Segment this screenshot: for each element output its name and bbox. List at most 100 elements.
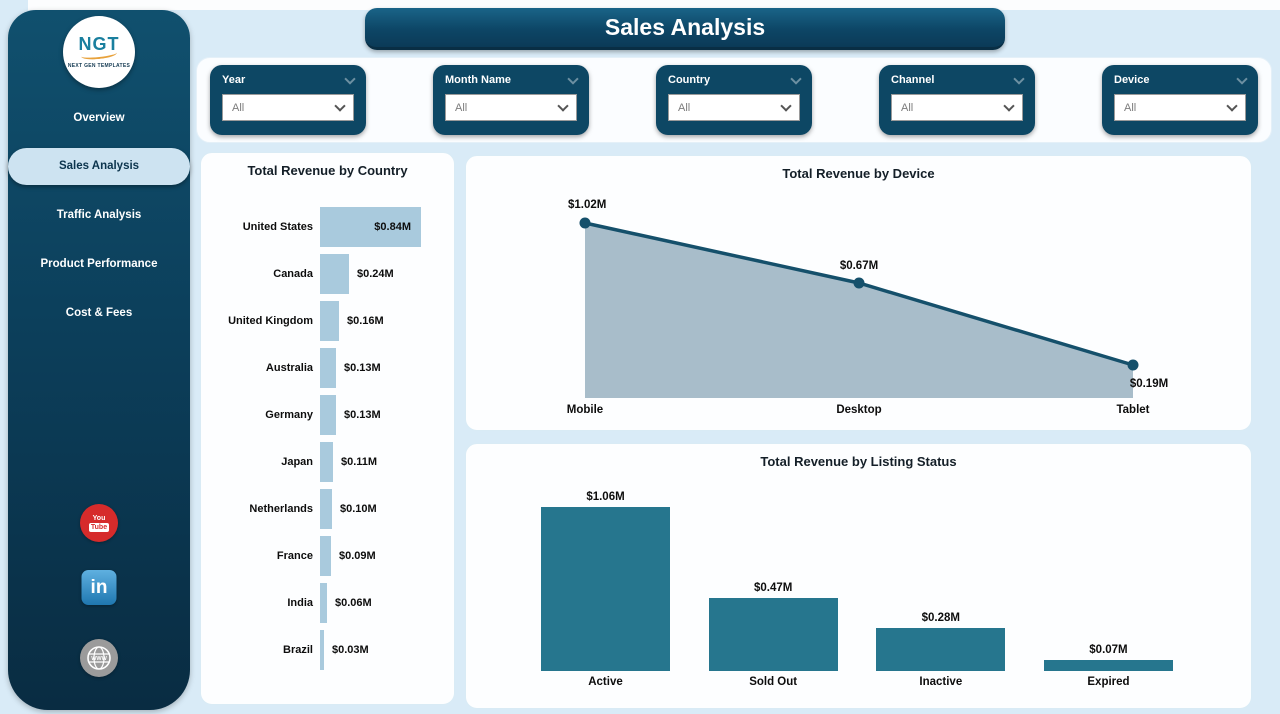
country-row: Australia $0.13M bbox=[209, 344, 448, 391]
filter-value: All bbox=[678, 101, 691, 114]
listing-bar[interactable] bbox=[876, 628, 1006, 671]
country-value-label: $0.84M bbox=[374, 220, 411, 233]
listing-column: $1.06M Active bbox=[541, 444, 670, 693]
country-bar[interactable] bbox=[320, 629, 324, 670]
year-filter-select[interactable]: All bbox=[222, 94, 354, 121]
top-edge-strip bbox=[28, 0, 1280, 10]
filter-year: Year All bbox=[210, 65, 366, 135]
listing-category-label: Inactive bbox=[919, 676, 963, 688]
country-row: Germany $0.13M bbox=[209, 391, 448, 438]
country-value-label: $0.11M bbox=[341, 455, 378, 468]
chart-title: Total Revenue by Device bbox=[782, 166, 935, 181]
youtube-icon-text-tube: Tube bbox=[88, 522, 110, 532]
chevron-down-icon bbox=[334, 99, 346, 112]
country-row: Brazil $0.03M bbox=[209, 626, 448, 673]
country-value-label: $0.16M bbox=[347, 314, 384, 327]
svg-text:WWW: WWW bbox=[91, 656, 107, 662]
listing-column: $0.47M Sold Out bbox=[708, 444, 838, 693]
filter-value: All bbox=[455, 101, 468, 114]
filter-label: Device bbox=[1114, 74, 1150, 86]
device-data-point[interactable] bbox=[1127, 359, 1139, 371]
sidebar-item-overview[interactable]: Overview bbox=[73, 112, 125, 124]
listing-value-label: $0.47M bbox=[753, 582, 793, 594]
country-bar[interactable] bbox=[320, 488, 332, 529]
listing-bar[interactable] bbox=[1043, 660, 1173, 671]
device-value-label: $0.67M bbox=[840, 260, 878, 272]
country-chart-rows: United States $0.84M Canada $0.24M United Ki… bbox=[209, 203, 448, 673]
device-data-point[interactable] bbox=[853, 277, 865, 289]
page-title-bar: Sales Analysis bbox=[365, 8, 1005, 50]
filter-bar: Year All Month Name All Country All Chan… bbox=[196, 57, 1272, 143]
country-row: India $0.06M bbox=[209, 579, 448, 626]
country-bar[interactable] bbox=[320, 394, 336, 435]
device-area-chart[interactable]: $1.02M Mobile $0.67M Desktop $0.19M Tablet bbox=[466, 156, 1253, 430]
sidebar-item-cost-and-fees[interactable]: Cost & Fees bbox=[65, 307, 133, 319]
listing-column: $0.28M Inactive bbox=[876, 444, 1006, 693]
device-data-point[interactable] bbox=[579, 217, 591, 229]
country-value-label: $0.10M bbox=[340, 502, 377, 515]
country-category-label: United Kingdom bbox=[228, 314, 313, 327]
filter-label: Month Name bbox=[445, 74, 511, 86]
listing-chart-columns: $1.06M Active $0.47M Sold Out $0.28M Inactive… bbox=[541, 444, 1173, 693]
country-row: Canada $0.24M bbox=[209, 250, 448, 297]
country-category-label: Australia bbox=[265, 361, 313, 374]
sidebar-item-traffic-analysis[interactable]: Traffic Analysis bbox=[56, 209, 142, 221]
country-row: United Kingdom $0.16M bbox=[209, 297, 448, 344]
filter-value: All bbox=[1124, 101, 1137, 114]
sidebar-item-product-performance[interactable]: Product Performance bbox=[40, 258, 158, 270]
youtube-icon-text-you: You bbox=[92, 514, 106, 522]
chevron-down-icon[interactable] bbox=[1236, 72, 1248, 85]
country-bar[interactable] bbox=[320, 253, 349, 294]
channel-filter-select[interactable]: All bbox=[891, 94, 1023, 121]
listing-value-label: $0.28M bbox=[921, 612, 960, 624]
chevron-down-icon bbox=[1003, 99, 1015, 112]
device-value-label: $1.02M bbox=[568, 199, 606, 211]
filter-device: Device All bbox=[1102, 65, 1258, 135]
filter-label: Channel bbox=[891, 74, 935, 86]
revenue-by-country-chart: Total Revenue by Country United States $0… bbox=[200, 152, 455, 705]
linkedin-icon[interactable]: in bbox=[81, 570, 117, 605]
filter-value: All bbox=[901, 101, 914, 114]
youtube-icon[interactable]: You Tube bbox=[80, 504, 118, 542]
filter-label: Year bbox=[222, 74, 246, 86]
country-bar[interactable] bbox=[320, 441, 333, 482]
listing-value-label: $1.06M bbox=[586, 491, 625, 503]
chevron-down-icon bbox=[780, 99, 792, 112]
filter-label: Country bbox=[668, 74, 711, 86]
listing-category-label: Active bbox=[588, 676, 623, 688]
device-filter-select[interactable]: All bbox=[1114, 94, 1246, 121]
country-row: United States $0.84M bbox=[209, 203, 448, 250]
chevron-down-icon bbox=[557, 99, 569, 112]
ngt-logo: NGT NEXT GEN TEMPLATES bbox=[63, 16, 135, 88]
country-category-label: Brazil bbox=[283, 643, 313, 656]
sidebar-item-sales-analysis[interactable]: Sales Analysis bbox=[8, 148, 190, 185]
country-bar[interactable]: $0.84M bbox=[320, 206, 421, 247]
device-value-label: $0.19M bbox=[1130, 378, 1168, 390]
website-globe-icon[interactable]: WWW bbox=[80, 639, 118, 677]
country-value-label: $0.03M bbox=[332, 643, 369, 656]
listing-bar[interactable] bbox=[708, 598, 838, 671]
device-area-fill[interactable] bbox=[585, 223, 1133, 398]
chevron-down-icon bbox=[1226, 99, 1238, 112]
country-value-label: $0.13M bbox=[344, 361, 381, 374]
country-bar[interactable] bbox=[320, 347, 336, 388]
chevron-down-icon[interactable] bbox=[567, 72, 579, 85]
chevron-down-icon[interactable] bbox=[1013, 72, 1025, 85]
country-row: Japan $0.11M bbox=[209, 438, 448, 485]
country-category-label: Japan bbox=[281, 455, 313, 468]
chevron-down-icon[interactable] bbox=[344, 72, 356, 85]
country-value-label: $0.24M bbox=[357, 267, 394, 280]
country-value-label: $0.09M bbox=[339, 549, 376, 562]
chevron-down-icon[interactable] bbox=[790, 72, 802, 85]
listing-column: $0.07M Expired bbox=[1043, 444, 1173, 693]
filter-country: Country All bbox=[656, 65, 812, 135]
country-bar[interactable] bbox=[320, 582, 327, 623]
country-filter-select[interactable]: All bbox=[668, 94, 800, 121]
sidebar: NGT NEXT GEN TEMPLATES Overview Sales An… bbox=[8, 10, 190, 710]
listing-bar[interactable] bbox=[541, 507, 670, 671]
country-bar[interactable] bbox=[320, 300, 339, 341]
logo-text: NGT bbox=[78, 33, 120, 54]
country-category-label: Germany bbox=[265, 408, 313, 421]
month-name-filter-select[interactable]: All bbox=[445, 94, 577, 121]
country-bar[interactable] bbox=[320, 535, 331, 576]
